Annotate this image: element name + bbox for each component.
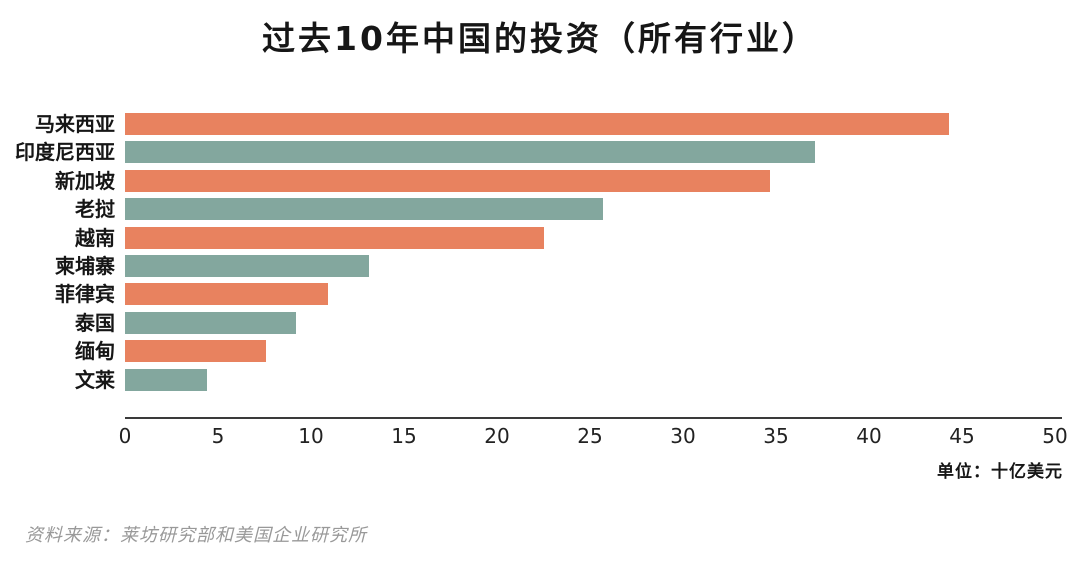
bar-rows: 马来西亚印度尼西亚新加坡老挝越南柬埔寨菲律宾泰国缅甸文莱 [0, 113, 1080, 391]
bar [125, 283, 328, 306]
bar-row: 老挝 [0, 197, 1080, 222]
bar [125, 254, 369, 277]
x-axis-line [125, 417, 1062, 419]
x-axis-tick-label: 5 [211, 424, 225, 448]
x-axis-tick-labels: 0 5 10 15 20 25 30 35 40 45 50 [119, 424, 1068, 450]
bar-row: 缅甸 [0, 339, 1080, 364]
x-axis-tick-label: 45 [949, 424, 975, 448]
chart-title: 过去10年中国的投资（所有行业） [262, 19, 818, 58]
bar-track [125, 169, 1055, 192]
x-axis-tick-label: 35 [763, 424, 789, 448]
bar-track [125, 198, 1055, 221]
bar-row: 菲律宾 [0, 282, 1080, 307]
category-label: 泰国 [75, 310, 115, 335]
bar-row: 越南 [0, 225, 1080, 250]
x-axis-tick-label: 30 [670, 424, 696, 448]
x-axis-tick-label: 50 [1042, 424, 1068, 448]
category-label: 柬埔寨 [55, 253, 115, 278]
bar-row: 柬埔寨 [0, 253, 1080, 278]
category-label: 文莱 [75, 367, 115, 392]
bar [125, 340, 267, 363]
category-label: 越南 [75, 225, 115, 250]
bar-track [125, 340, 1055, 363]
source-note: 资料来源：莱坊研究部和美国企业研究所 [25, 525, 367, 546]
x-axis-tick-label: 25 [577, 424, 603, 448]
category-label: 老挝 [75, 197, 115, 222]
bar [125, 141, 816, 164]
category-label: 缅甸 [75, 339, 115, 364]
bar-track [125, 254, 1055, 277]
bar-row: 新加坡 [0, 168, 1080, 193]
category-label: 新加坡 [55, 168, 115, 193]
category-label: 菲律宾 [55, 282, 115, 307]
bar-row: 印度尼西亚 [0, 140, 1080, 165]
x-axis-tick-label: 15 [391, 424, 417, 448]
bar-track [125, 226, 1055, 249]
bar-track [125, 283, 1055, 306]
bar-track [125, 113, 1055, 135]
bar [125, 311, 297, 334]
x-axis-tick-label: 10 [298, 424, 324, 448]
bar-row: 泰国 [0, 310, 1080, 335]
x-axis-tick-label: 0 [118, 424, 132, 448]
x-axis-tick-label: 40 [856, 424, 882, 448]
category-label: 马来西亚 [35, 112, 115, 136]
bar-row: 马来西亚 [0, 112, 1080, 136]
bar [125, 198, 604, 221]
unit-label: 单位：十亿美元 [937, 462, 1063, 482]
bar-track [125, 311, 1055, 334]
bar [125, 226, 544, 249]
bar-track [125, 141, 1055, 164]
category-label: 印度尼西亚 [15, 140, 115, 165]
bar-track [125, 368, 1055, 391]
bar-row: 文莱 [0, 367, 1080, 392]
bar [125, 368, 207, 391]
bar [125, 113, 949, 135]
bar [125, 169, 771, 192]
x-axis-tick-label: 20 [484, 424, 510, 448]
